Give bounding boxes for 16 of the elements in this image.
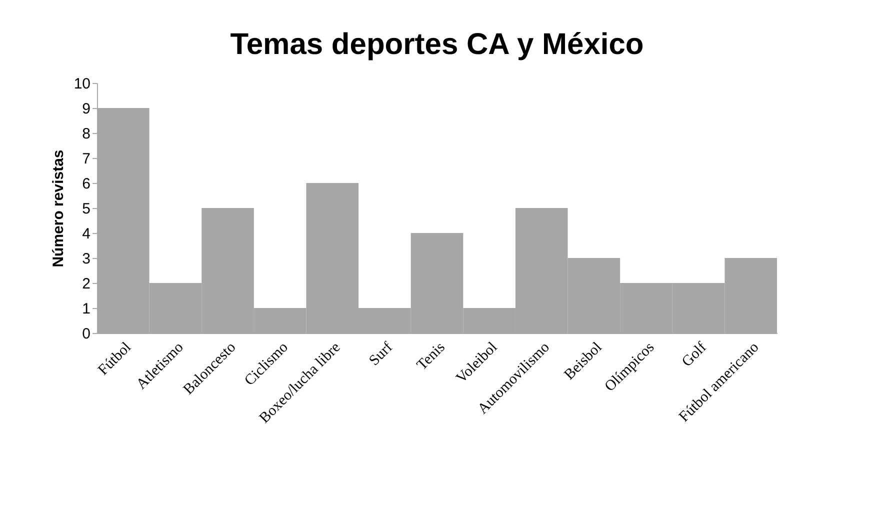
y-tick-label: 4	[82, 226, 90, 242]
y-tick-label: 8	[82, 126, 90, 142]
y-tick-label: 5	[82, 200, 90, 218]
y-tick-label: 6	[82, 176, 90, 192]
y-tick-label: 1	[82, 300, 90, 318]
x-tick-label: Tenis	[414, 339, 448, 374]
y-tick-label: 9	[82, 100, 90, 118]
chart-title: Temas deportes CA y México	[230, 28, 644, 61]
y-tick-label: 2	[82, 276, 90, 292]
y-tick-label: 10	[74, 76, 90, 92]
y-tick-label: 7	[82, 150, 90, 168]
x-tick-label: Surf	[366, 340, 396, 370]
y-tick-label: 0	[82, 326, 90, 342]
y-axis-title: Número revistas	[50, 150, 67, 268]
x-tick-label: Golf	[679, 340, 710, 370]
y-tick-label: 3	[82, 250, 90, 268]
